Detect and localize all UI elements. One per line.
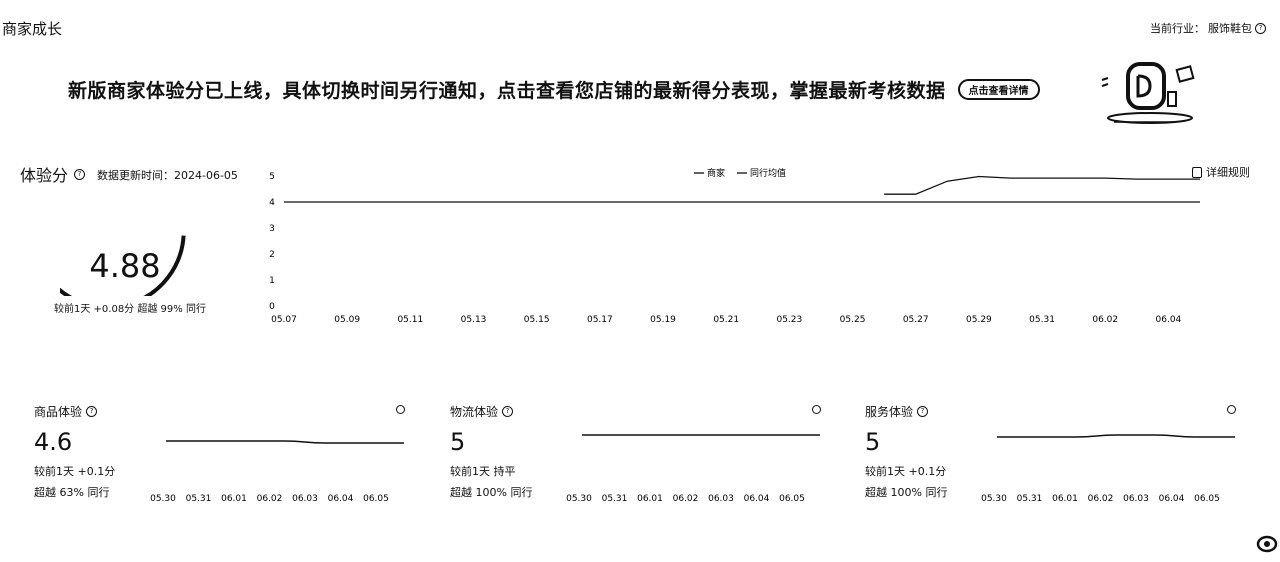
x-tick-label: 05.07 [271,315,297,325]
help-icon[interactable]: ? [1255,22,1266,34]
x-tick-label: 06.04 [1159,494,1185,504]
y-tick-label: 3 [269,224,275,234]
logistics-experience-chart: 05.30 05.31 06.01 06.02 06.03 06.04 06.05 [566,434,820,504]
card-rank: 超越 100% 同行 [450,486,533,499]
x-tick-label: 05.30 [150,494,176,504]
industry-value: 服饰鞋包 [1208,22,1252,35]
zoom-icon[interactable] [1227,405,1236,414]
x-tick-label: 06.04 [1156,315,1182,325]
legend-label: 商家 [707,167,725,179]
card-value: 5 [865,428,881,456]
y-tick-label: 0 [269,302,275,312]
detailed-rules-label: 详细规则 [1206,166,1250,179]
score-comparison: 较前1天 +0.08分 超越 99% 同行 [54,304,206,315]
card-title-row: 物流体验 ? [450,403,514,420]
document-icon [1192,166,1202,178]
view-details-button[interactable]: 点击查看详情 [957,79,1040,100]
zoom-icon[interactable] [396,405,405,414]
page-title: 商家成长 [2,20,63,38]
card-rank: 超越 63% 同行 [34,486,110,499]
card-title: 商品体验 [34,405,83,419]
product-experience-chart: 05.30 05.31 06.01 06.02 06.03 06.04 06.05 [150,440,404,504]
legend-label: 同行均值 [750,167,786,179]
x-tick-label: 06.02 [1088,494,1114,504]
experience-score-title: 体验分 [20,166,69,185]
x-tick-label: 05.11 [397,315,423,325]
x-tick-label: 06.02 [673,494,699,504]
card-title-row: 商品体验 ? [34,403,98,420]
x-tick-label: 05.27 [903,315,929,325]
x-tick-label: 06.04 [328,494,354,504]
y-tick-label: 5 [269,172,275,182]
industry-label: 当前行业： [1150,22,1205,35]
mini-series-line [165,440,404,444]
service-experience-card: 服务体验 ? 5 较前1天 +0.1分 超越 100% 同行 05.30 05.3… [865,400,1255,510]
x-tick-label: 05.13 [461,315,487,325]
help-icon[interactable]: ? [502,406,514,417]
x-tick-label: 05.09 [334,315,360,325]
x-tick-label: 05.21 [713,315,739,325]
x-tick-label: 06.02 [1092,315,1118,325]
card-change: 较前1天 持平 [450,465,516,478]
x-tick-label: 05.19 [650,315,676,325]
x-tick-label: 06.03 [292,494,318,504]
announcement-banner: 新版商家体验分已上线，具体切换时间另行通知，点击查看您店铺的最新得分表现，掌握最… [68,76,1128,103]
banner-text: 新版商家体验分已上线，具体切换时间另行通知，点击查看您店铺的最新得分表现，掌握最… [68,80,946,102]
card-value: 4.6 [34,428,73,456]
service-experience-chart: 05.30 05.31 06.01 06.02 06.03 06.04 06.05 [981,434,1235,504]
update-time-label: 数据更新时间： [97,169,174,182]
card-change: 较前1天 +0.1分 [865,465,947,478]
help-icon[interactable]: ? [86,406,98,417]
gauge-arc [60,235,186,296]
update-time-value: 2024-06-05 [174,169,238,182]
card-title-row: 服务体验 ? [865,403,929,420]
y-tick-label: 4 [269,198,275,208]
help-icon[interactable]: ? [74,168,86,180]
overall-score-value: 4.88 [89,247,161,285]
card-change: 较前1天 +0.1分 [34,465,116,478]
card-title: 服务体验 [865,405,914,419]
x-tick-label: 05.25 [840,315,866,325]
card-title: 物流体验 [450,405,499,419]
series-line-merchant [884,175,1200,195]
corner-logo-icon [1256,535,1278,553]
experience-score-heading: 体验分 ? [20,162,86,186]
x-tick-label: 06.02 [257,494,283,504]
x-tick-label: 05.30 [566,494,592,504]
x-tick-label: 06.03 [708,494,734,504]
x-tick-label: 05.31 [1029,315,1055,325]
card-value: 5 [450,428,466,456]
mini-series-line [997,434,1235,438]
help-icon[interactable]: ? [917,406,929,417]
x-tick-label: 05.30 [981,494,1007,504]
detailed-rules-link[interactable]: 详细规则 [1192,164,1250,180]
x-tick-label: 06.05 [779,494,805,504]
y-tick-label: 2 [269,250,275,260]
x-tick-label: 05.23 [776,315,802,325]
zoom-icon[interactable] [812,405,821,414]
x-tick-label: 05.31 [186,494,212,504]
x-tick-label: 06.01 [1052,494,1078,504]
x-tick-label: 06.01 [637,494,663,504]
x-tick-label: 06.03 [1123,494,1149,504]
banner-illustration [1101,62,1195,124]
industry-indicator: 当前行业： 服饰鞋包 ? [1150,20,1266,36]
x-tick-label: 06.01 [221,494,247,504]
x-tick-label: 05.15 [524,315,550,325]
x-tick-label: 06.04 [744,494,770,504]
score-trend-chart: 0 1 2 3 4 5 05.07 05.09 05.11 05.13 05.15 05.17 05.1… [269,167,1200,325]
x-tick-label: 05.31 [1017,494,1043,504]
product-experience-card: 商品体验 ? 4.6 较前1天 +0.1分 超越 63% 同行 05.30 05.… [34,400,424,510]
x-tick-label: 06.05 [363,494,389,504]
score-gauge [60,235,186,296]
x-tick-label: 05.31 [602,494,628,504]
update-time: 数据更新时间：2024-06-05 [97,167,238,183]
x-tick-label: 05.17 [587,315,613,325]
logistics-experience-card: 物流体验 ? 5 较前1天 持平 超越 100% 同行 05.30 05.31 06… [450,400,840,510]
x-tick-label: 06.05 [1194,494,1220,504]
y-tick-label: 1 [269,276,275,286]
card-rank: 超越 100% 同行 [865,486,948,499]
x-tick-label: 05.29 [966,315,992,325]
